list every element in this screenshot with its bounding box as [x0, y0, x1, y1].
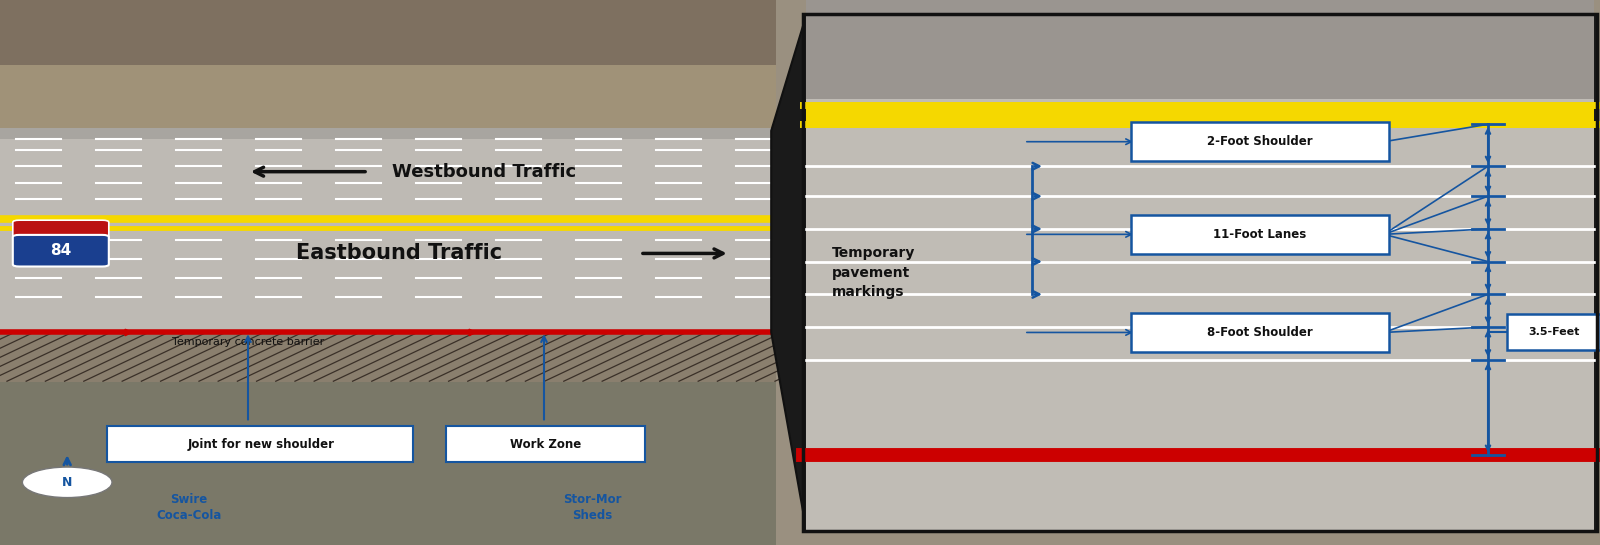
- FancyBboxPatch shape: [0, 0, 776, 65]
- FancyBboxPatch shape: [806, 104, 1594, 125]
- Polygon shape: [771, 15, 806, 530]
- FancyBboxPatch shape: [0, 354, 776, 545]
- Text: 8-Foot Shoulder: 8-Foot Shoulder: [1206, 326, 1314, 339]
- FancyBboxPatch shape: [0, 332, 776, 382]
- FancyBboxPatch shape: [13, 235, 109, 267]
- Text: Temporary
pavement
markings: Temporary pavement markings: [832, 246, 915, 299]
- FancyBboxPatch shape: [806, 15, 1594, 530]
- Text: Joint for new shoulder: Joint for new shoulder: [187, 438, 334, 451]
- FancyBboxPatch shape: [107, 426, 413, 462]
- FancyBboxPatch shape: [446, 426, 645, 462]
- Text: Work Zone: Work Zone: [510, 438, 581, 451]
- FancyBboxPatch shape: [0, 131, 776, 354]
- FancyBboxPatch shape: [1131, 122, 1389, 161]
- Text: 3.5-Feet: 3.5-Feet: [1528, 328, 1579, 337]
- FancyBboxPatch shape: [1131, 215, 1389, 253]
- Text: 84: 84: [50, 243, 72, 258]
- FancyBboxPatch shape: [806, 0, 1594, 99]
- Text: Stor-Mor
Sheds: Stor-Mor Sheds: [563, 493, 621, 522]
- FancyBboxPatch shape: [803, 14, 1597, 531]
- FancyBboxPatch shape: [0, 0, 776, 136]
- FancyBboxPatch shape: [1507, 314, 1600, 350]
- FancyBboxPatch shape: [1131, 313, 1389, 352]
- Text: Temporary concrete barrier: Temporary concrete barrier: [171, 337, 325, 347]
- Text: N: N: [62, 476, 72, 489]
- Text: Westbound Traffic: Westbound Traffic: [392, 162, 576, 181]
- FancyBboxPatch shape: [0, 128, 776, 139]
- Text: 11-Foot Lanes: 11-Foot Lanes: [1213, 228, 1307, 241]
- Text: Eastbound Traffic: Eastbound Traffic: [296, 244, 502, 263]
- Circle shape: [22, 467, 112, 498]
- Text: 2-Foot Shoulder: 2-Foot Shoulder: [1206, 135, 1314, 148]
- Text: Swire
Coca-Cola: Swire Coca-Cola: [157, 493, 221, 522]
- FancyBboxPatch shape: [13, 220, 109, 241]
